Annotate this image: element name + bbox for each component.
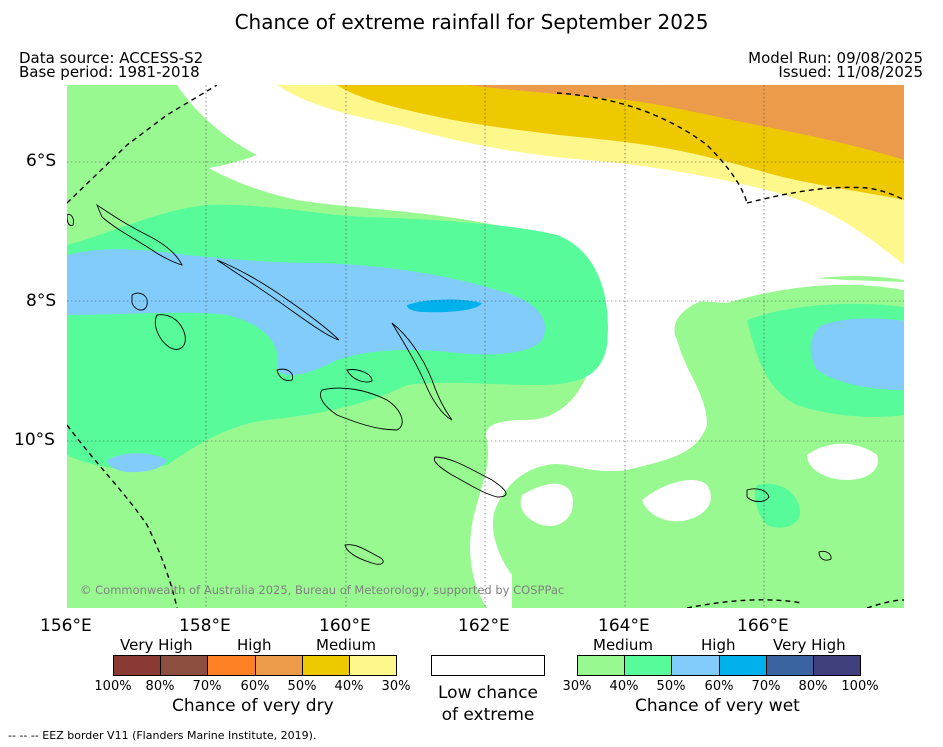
wet-colorbar	[577, 655, 861, 676]
wet-category-very-high: Very High	[773, 636, 846, 654]
issued-date: Issued: 11/08/2025	[778, 63, 923, 81]
dry-tick: 100%	[94, 679, 132, 694]
wet-category-high: High	[701, 636, 736, 654]
lon-label-166e: 166°E	[737, 616, 789, 636]
dry-category-very-high: Very High	[120, 636, 193, 654]
dry-tick: 80%	[145, 679, 175, 694]
wet-60-70-patch	[407, 299, 482, 313]
dry-tick: 70%	[192, 679, 222, 694]
low-chance-swatch	[431, 655, 545, 676]
eez-footnote: -- -- -- EEZ border V11 (Flanders Marine…	[8, 729, 317, 742]
eez-borders	[67, 85, 904, 608]
dry-swatch	[114, 656, 162, 675]
copyright-notice: © Commonwealth of Australia 2025, Bureau…	[80, 583, 565, 597]
wet-swatch	[813, 656, 861, 675]
low-chance-strip	[682, 278, 904, 303]
lon-label-158e: 158°E	[179, 616, 231, 636]
wet-swatch	[766, 656, 814, 675]
rainfall-map: © Commonwealth of Australia 2025, Bureau…	[67, 85, 904, 608]
lat-label-8s: 8°S	[26, 291, 57, 311]
dry-50-60-band	[402, 85, 904, 160]
base-period: Base period: 1981-2018	[19, 63, 200, 81]
dry-category-medium: Medium	[316, 636, 376, 654]
low-chance-east-patch	[642, 480, 711, 522]
wet-50-60-small	[107, 453, 167, 473]
lon-label-156e: 156°E	[40, 616, 92, 636]
wet-50-60-west	[67, 249, 545, 376]
dry-swatch	[302, 656, 350, 675]
dry-tick: 30%	[381, 679, 411, 694]
dry-swatch	[349, 656, 397, 675]
lat-label-10s: 10°S	[14, 430, 55, 450]
wet-tick: 50%	[656, 679, 686, 694]
wet-tick: 70%	[751, 679, 781, 694]
lon-label-160e: 160°E	[319, 616, 371, 636]
wet-tick: 40%	[609, 679, 639, 694]
dry-caption: Chance of very dry	[172, 696, 334, 716]
lat-label-6s: 6°S	[26, 151, 57, 171]
wet-swatch	[578, 656, 626, 675]
wet-swatch	[719, 656, 767, 675]
dry-tick: 50%	[287, 679, 317, 694]
wet-tick: 30%	[562, 679, 592, 694]
wet-tick: 80%	[798, 679, 828, 694]
dry-tick: 40%	[334, 679, 364, 694]
wet-caption: Chance of very wet	[635, 696, 800, 716]
map-title: Chance of extreme rainfall for September…	[234, 10, 709, 34]
low-chance-caption: Low chance of extreme	[438, 683, 538, 725]
low-chance-patch	[520, 483, 573, 526]
lon-label-162e: 162°E	[458, 616, 510, 636]
wet-category-medium: Medium	[593, 636, 653, 654]
wet-tick: 100%	[841, 679, 879, 694]
model-run: Model Run: 09/08/2025	[748, 49, 923, 67]
wet-north-west	[67, 85, 257, 172]
dry-category-high: High	[237, 636, 272, 654]
coastlines	[67, 203, 832, 565]
graticule	[67, 85, 904, 608]
wet-swatch	[672, 656, 720, 675]
dry-colorbar	[113, 655, 397, 676]
wet-40-50-small	[755, 483, 801, 528]
dry-swatch	[255, 656, 303, 675]
data-source: Data source: ACCESS-S2	[19, 49, 204, 67]
wet-swatch	[625, 656, 673, 675]
low-chance-north	[67, 85, 904, 608]
dry-swatch	[161, 656, 209, 675]
lon-label-164e: 164°E	[598, 616, 650, 636]
map-canvas	[67, 85, 904, 608]
wet-50-60-east	[810, 318, 904, 390]
wet-tick: 60%	[704, 679, 734, 694]
dry-tick: 60%	[240, 679, 270, 694]
low-chance-south-east	[807, 443, 878, 480]
dry-swatch	[208, 656, 256, 675]
